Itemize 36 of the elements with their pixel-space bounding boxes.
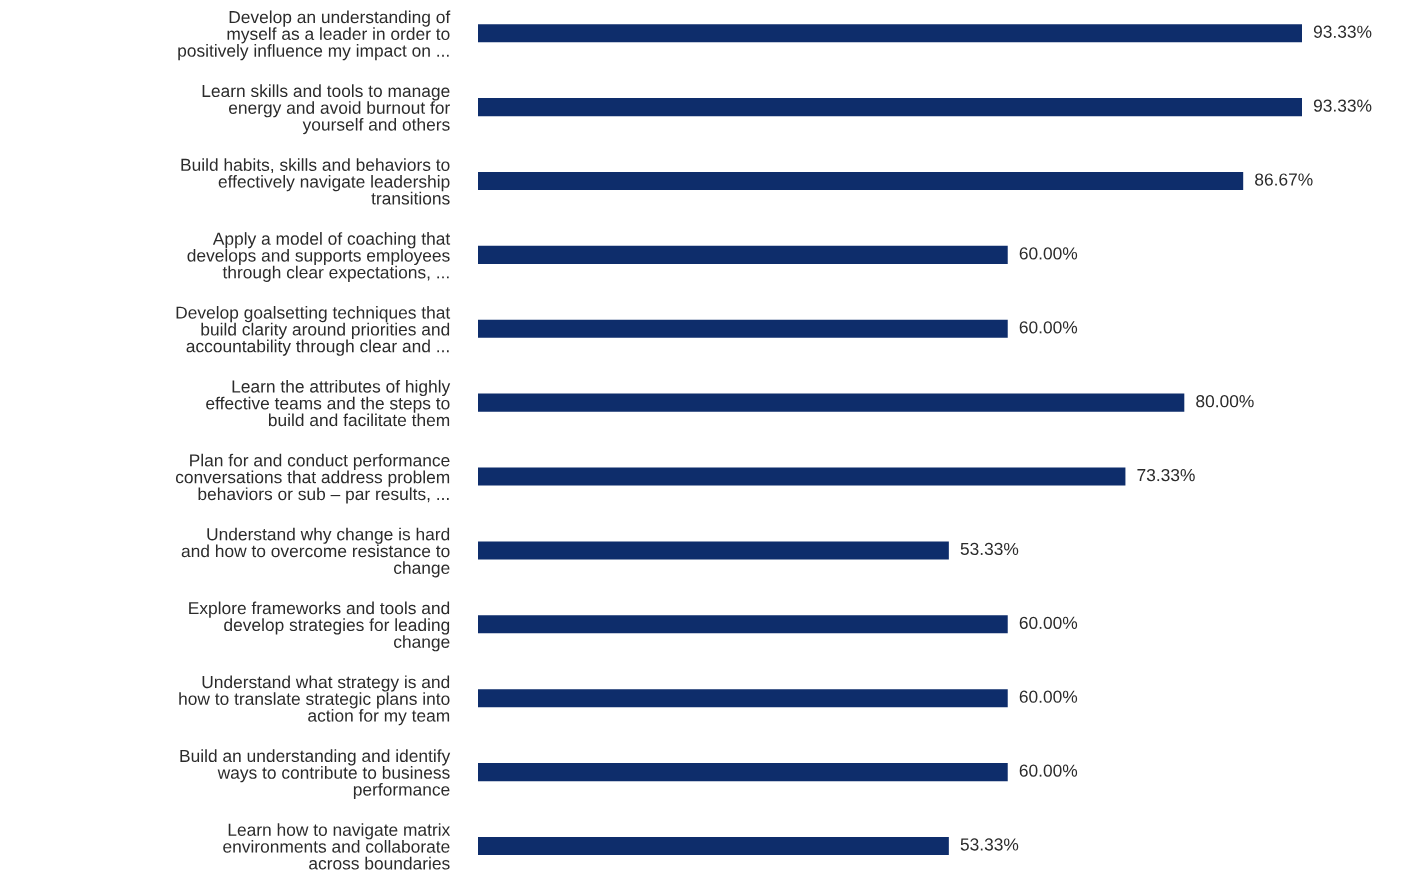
- bar: [478, 615, 1008, 634]
- data-label: 53.33%: [960, 838, 1019, 851]
- bar: [478, 24, 1302, 43]
- y-tick-label: Plan for and conduct performance conversations that address problem behaviors or sub – par results, ...: [175, 453, 450, 504]
- bar: [478, 689, 1008, 708]
- bar: [478, 836, 949, 856]
- y-tick-label: Apply a model of coaching that develops and supports employees through clear expectations, ...: [187, 232, 451, 282]
- y-tick-label: Learn the attributes of highly effective teams and the steps to build and facilitate them: [206, 379, 451, 427]
- y-tick-label: Build an understanding and identify ways to contribute to business performance: [180, 749, 451, 800]
- y-tick-label: Understand why change is hard and how to overcome resistance to change: [181, 527, 450, 578]
- data-label: 60.00%: [1019, 690, 1078, 703]
- data-label: 93.33%: [1313, 25, 1372, 38]
- bar: [478, 98, 1302, 117]
- data-label: 60.00%: [1019, 321, 1078, 334]
- bar: [478, 763, 1008, 782]
- data-label: 53.33%: [960, 542, 1019, 556]
- data-label: 73.33%: [1137, 468, 1195, 482]
- y-tick-label: Develop an understanding of myself as a leader in order to positively influence my impact on ...: [178, 10, 451, 61]
- data-label: 60.00%: [1019, 247, 1078, 260]
- bar: [478, 171, 1244, 191]
- bar: [478, 245, 1008, 264]
- data-label: 93.33%: [1313, 99, 1372, 112]
- y-tick-label: Explore frameworks and tools and develop strategies for leading change: [189, 601, 450, 652]
- bar: [478, 467, 1126, 486]
- data-label: 80.00%: [1196, 395, 1254, 408]
- bar: [478, 541, 949, 560]
- y-tick-label: Develop goalsetting techniques that build clarity around priorities and accountability through clear and ...: [176, 305, 451, 356]
- data-label: 86.67%: [1255, 173, 1313, 186]
- data-label: 60.00%: [1019, 764, 1078, 777]
- y-tick-label: Learn skills and tools to manage energy and avoid burnout for yourself and others: [202, 84, 450, 135]
- data-label: 60.00%: [1019, 616, 1078, 629]
- bar: [478, 319, 1008, 338]
- bar: [478, 393, 1185, 412]
- y-tick-label: Learn how to navigate matrix environments and collaborate across boundaries: [223, 823, 451, 870]
- y-tick-label: Understand what strategy is and how to translate strategic plans into action for my team: [179, 675, 450, 726]
- y-tick-label: Build habits, skills and behaviors to effectively navigate leadership transitions: [181, 158, 450, 205]
